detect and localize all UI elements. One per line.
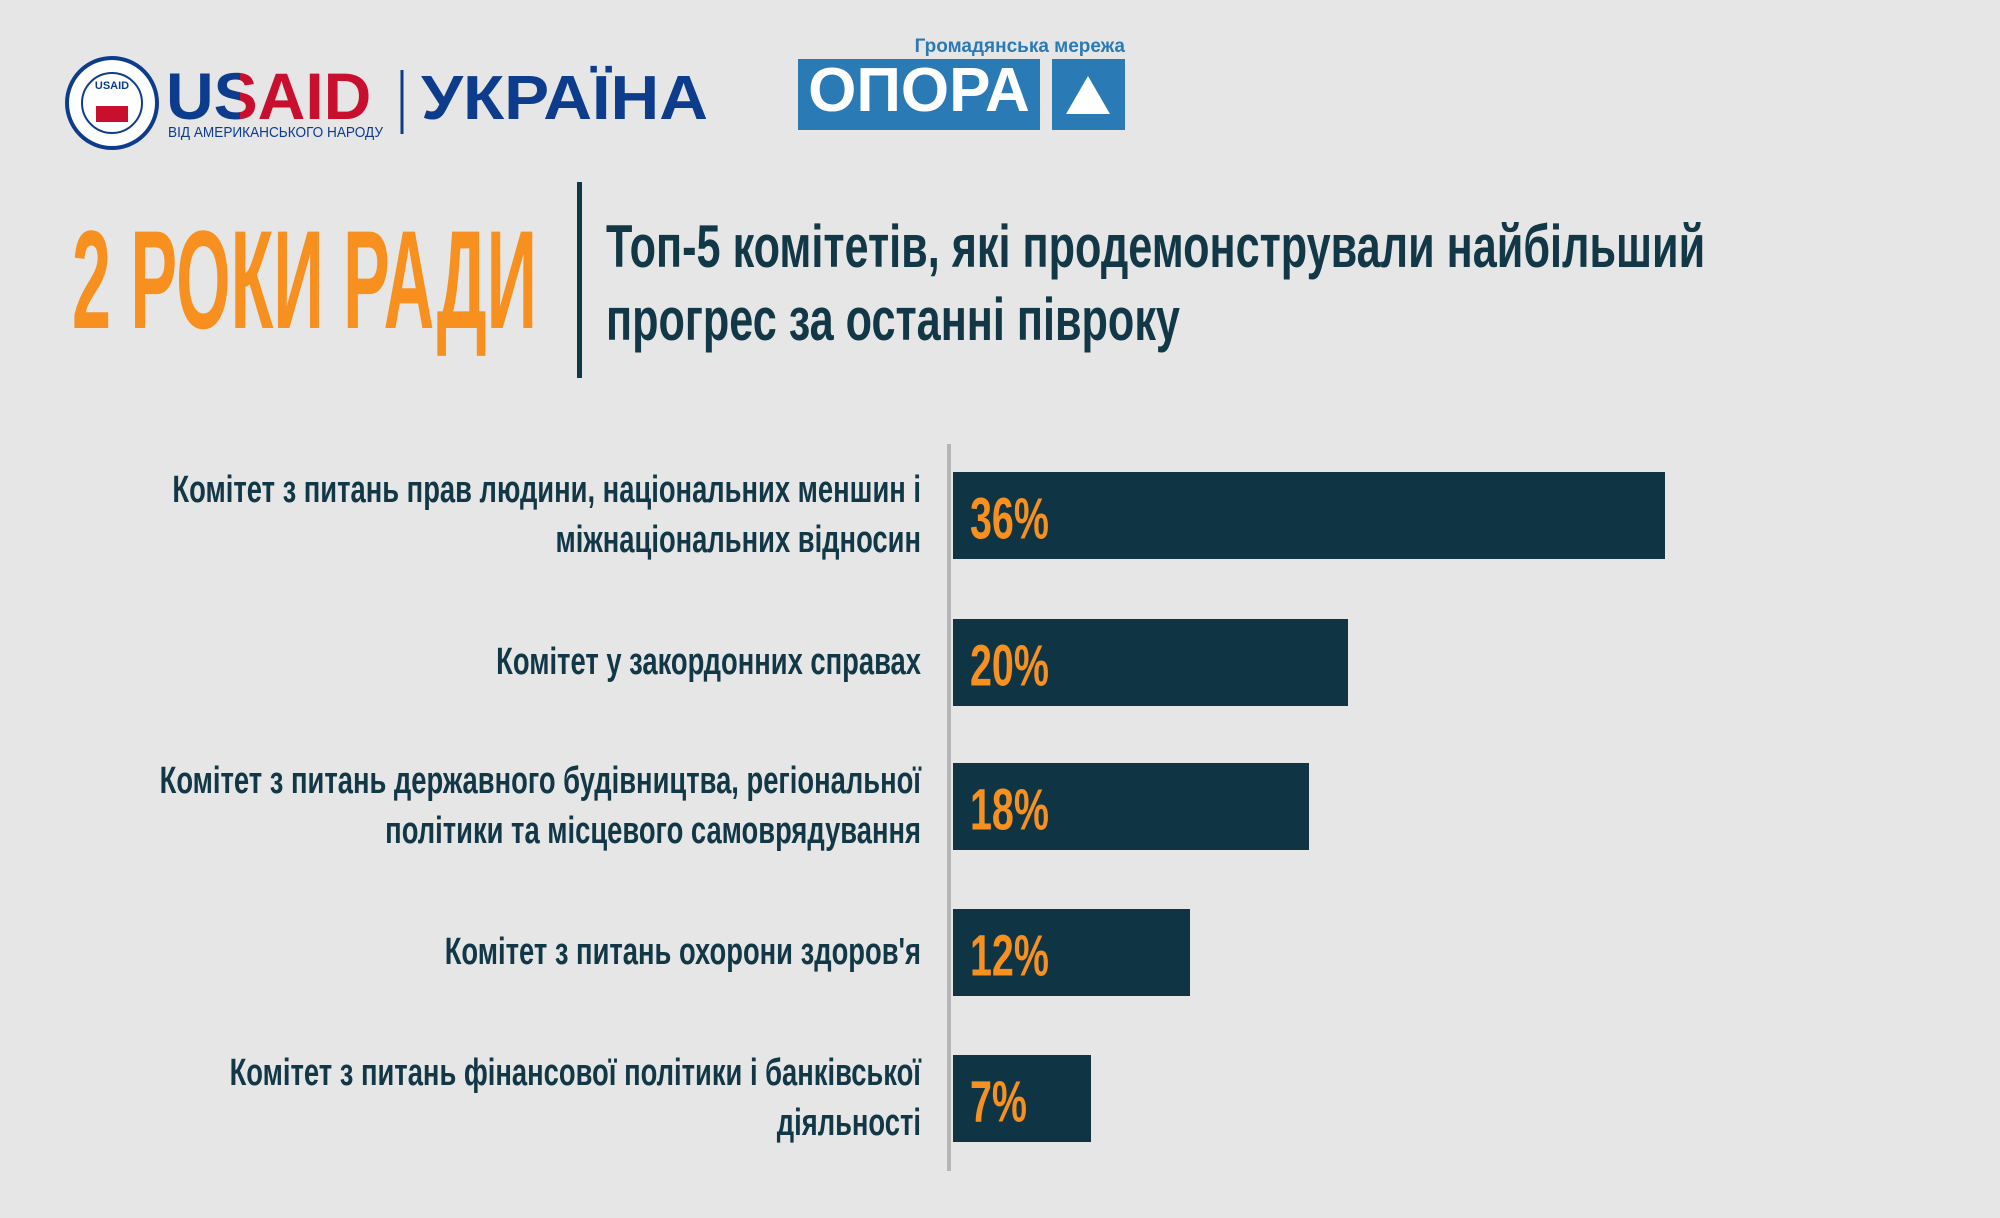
usaid-tagline: ВІД АМЕРИКАНСЬКОГО НАРОДУ xyxy=(168,124,383,141)
bar xyxy=(953,908,1191,996)
opora-triangle xyxy=(1066,76,1110,114)
value-label: 20% xyxy=(970,633,1049,699)
opora-tagline: Громадянська мережа xyxy=(915,36,1126,57)
opora-logo: ОПОРА xyxy=(808,56,1030,125)
category-label: Комітет з питань прав людини, національн… xyxy=(172,469,921,561)
opora-box xyxy=(798,59,1040,130)
bar xyxy=(953,618,1349,706)
value-label: 12% xyxy=(970,923,1049,989)
bar xyxy=(953,471,1665,559)
category-label: Комітет з питань державного будівництва,… xyxy=(159,760,921,852)
category-label: Комітет у закордонних справах xyxy=(496,641,921,683)
usaid-seal-inner xyxy=(81,72,143,134)
chart-title: Топ-5 комітетів, які продемонстрували на… xyxy=(606,213,1706,353)
kicker: 2 РОКИ РАДИ xyxy=(72,201,537,358)
usaid-seal xyxy=(65,56,159,150)
ukraine-logo: УКРАЇНА xyxy=(421,64,708,133)
usaid-seal-stripes xyxy=(96,106,128,122)
usaid-logo: USAID xyxy=(166,59,372,133)
value-label: 7% xyxy=(970,1069,1028,1135)
category-label: Комітет з питань фінансової політики і б… xyxy=(229,1052,921,1144)
value-label: 18% xyxy=(970,777,1049,843)
seal-text: USAID xyxy=(95,80,129,92)
title-divider xyxy=(577,182,582,378)
axis-line xyxy=(947,444,951,1171)
bar xyxy=(953,762,1309,850)
value-label: 36% xyxy=(970,486,1049,552)
category-label: Комітет з питань охорони здоров'я xyxy=(444,931,921,973)
logos: USAID ОПОРА Громадянська мережа УКРАЇНА … xyxy=(65,36,1126,150)
bar xyxy=(953,1054,1092,1142)
